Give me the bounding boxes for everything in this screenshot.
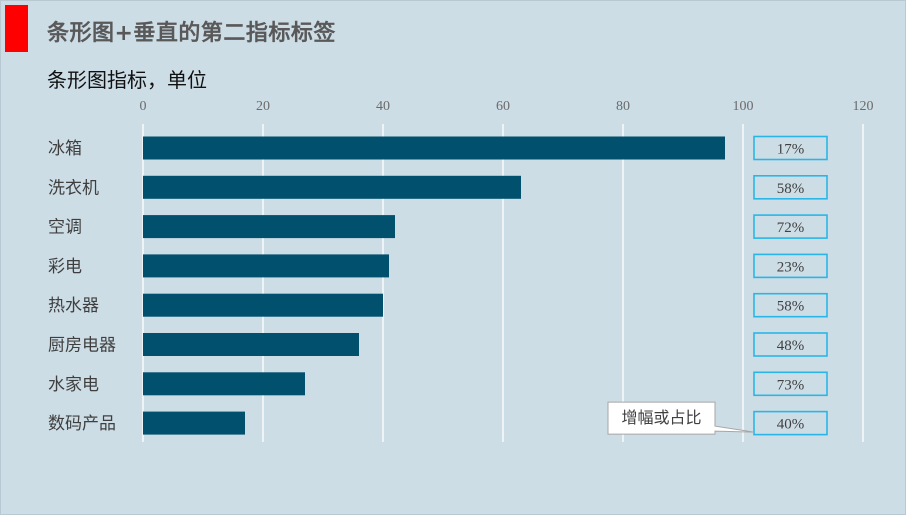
category-label: 空调 [48, 218, 82, 237]
secondary-label: 58% [777, 181, 805, 197]
bar [143, 175, 521, 199]
category-label: 冰箱 [48, 139, 82, 158]
secondary-label: 58% [777, 299, 805, 315]
red-accent-bar [5, 5, 28, 52]
bar [143, 254, 389, 278]
category-label: 厨房电器 [48, 336, 116, 355]
secondary-label: 48% [777, 338, 805, 354]
secondary-label-box [753, 214, 828, 239]
chart-title: 条形图+垂直的第二指标标签 [47, 21, 336, 46]
bar [143, 411, 245, 435]
callout-label: 增幅或占比 [621, 409, 701, 427]
x-tick-label: 20 [256, 99, 270, 114]
category-label: 水家电 [48, 375, 99, 394]
x-tick-label: 40 [376, 99, 390, 114]
secondary-label-box [753, 371, 828, 397]
secondary-label: 23% [777, 259, 805, 275]
secondary-label-box [753, 292, 828, 318]
secondary-label-box [753, 175, 828, 200]
secondary-label-box [753, 332, 828, 357]
secondary-label-box [753, 135, 828, 161]
category-label: 数码产品 [48, 414, 116, 433]
callout: 增幅或占比 [607, 401, 755, 435]
secondary-label: 17% [777, 142, 805, 158]
bar [143, 293, 383, 317]
secondary-label-box [753, 253, 828, 279]
bar [143, 136, 725, 160]
secondary-label-box [753, 410, 828, 436]
x-tick-label: 60 [496, 99, 510, 114]
x-tick-label: 80 [616, 99, 630, 114]
bars [143, 136, 725, 435]
x-axis-ticks: 0 20 40 60 80 100 120 [140, 99, 874, 114]
secondary-labels: 17% 58% 72% 23% 58% 48% 73% 40% [753, 135, 828, 436]
secondary-label: 73% [777, 377, 805, 393]
callout-box [607, 401, 755, 435]
chart-subtitle: 条形图指标，单位 [47, 68, 207, 92]
x-tick-label: 120 [853, 99, 874, 114]
bar [143, 372, 305, 396]
category-label: 洗衣机 [48, 178, 99, 197]
bar [143, 333, 359, 356]
secondary-label: 40% [777, 417, 805, 433]
bar [143, 215, 395, 239]
secondary-label: 72% [777, 220, 805, 236]
category-label: 热水器 [48, 296, 99, 315]
x-tick-label: 100 [733, 99, 754, 114]
x-tick-label: 0 [140, 99, 147, 114]
category-label: 彩电 [48, 257, 82, 276]
